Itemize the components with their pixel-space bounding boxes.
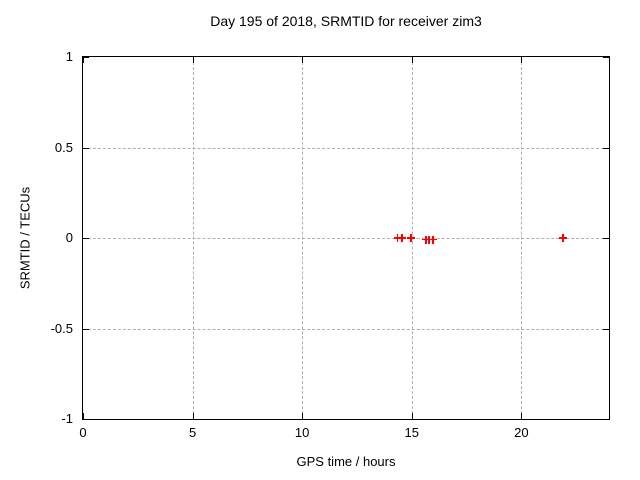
x-tick-label: 20 <box>514 425 529 440</box>
marker-vbar <box>410 234 412 242</box>
marker-vbar <box>396 234 399 242</box>
data-point-marker <box>407 234 416 242</box>
x-tick-mark <box>302 413 304 419</box>
marker-vbar <box>428 235 430 244</box>
y-tick-mark <box>83 238 89 239</box>
y-tick-label: -1 <box>61 411 73 426</box>
data-point-marker <box>429 235 438 244</box>
x-tick-mark <box>83 413 84 419</box>
y-tick-mark <box>603 238 609 239</box>
y-gridline <box>83 328 609 330</box>
y-tick-label: -0.5 <box>50 320 73 336</box>
x-tick-mark <box>411 57 413 63</box>
x-tick-mark <box>302 57 304 63</box>
x-tick-label: 10 <box>294 425 310 440</box>
y-tick-mark <box>83 419 89 420</box>
y-tick-mark <box>603 147 609 149</box>
x-tick-label: 15 <box>404 425 419 440</box>
y-gridline <box>83 238 609 239</box>
y-tick-mark <box>603 57 609 58</box>
y-tick-label: 1 <box>65 49 73 64</box>
y-tick-mark <box>83 328 89 330</box>
y-tick-mark <box>603 419 609 420</box>
marker-vbar <box>562 234 564 242</box>
y-tick-mark <box>83 57 89 58</box>
x-tick-mark <box>521 413 523 419</box>
data-point-marker <box>425 235 434 244</box>
x-tick-mark <box>411 413 413 419</box>
x-tick-label: 5 <box>188 425 197 440</box>
chart-title: Day 195 of 2018, SRMTID for receiver zim… <box>210 13 482 29</box>
x-tick-mark <box>192 57 194 63</box>
y-tick-mark <box>83 147 89 149</box>
data-point-marker <box>558 234 567 242</box>
data-point-marker <box>397 234 406 242</box>
marker-vbar <box>432 235 434 244</box>
y-tick-label: 0.5 <box>54 139 73 155</box>
x-tick-mark <box>192 413 194 419</box>
y-gridline <box>83 147 609 149</box>
data-point-marker <box>393 234 402 242</box>
y-tick-mark <box>603 328 609 330</box>
x-axis-label: GPS time / hours <box>296 454 396 469</box>
plot-area <box>82 56 610 420</box>
x-tick-mark <box>83 57 84 63</box>
marker-vbar <box>401 234 403 242</box>
y-tick-label: 0 <box>65 230 73 245</box>
x-tick-mark <box>521 57 523 63</box>
x-tick-label: 0 <box>79 425 87 440</box>
